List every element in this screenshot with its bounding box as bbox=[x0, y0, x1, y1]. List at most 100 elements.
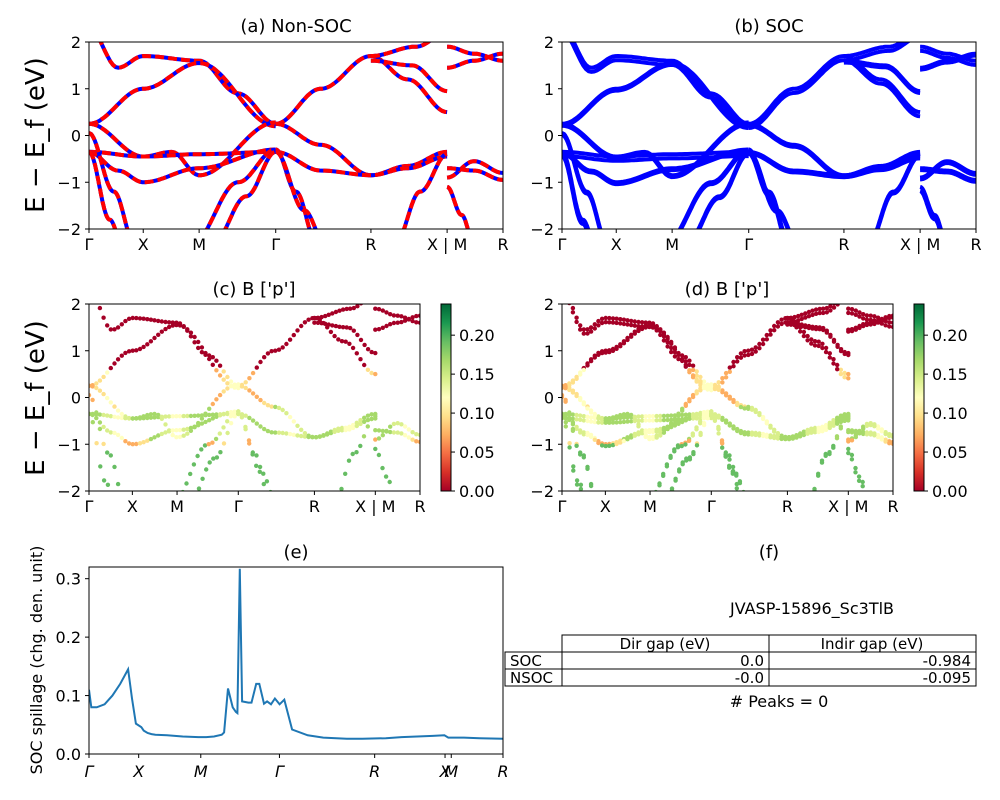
band-weight-point bbox=[614, 346, 619, 351]
band-weight-point bbox=[243, 424, 248, 430]
band-weight-point bbox=[387, 479, 392, 485]
band-weight-point bbox=[181, 433, 186, 438]
band-weight-point bbox=[380, 465, 385, 471]
band-weight-point bbox=[207, 412, 212, 418]
band-weight-point bbox=[812, 430, 818, 435]
nsoc-band-line bbox=[447, 44, 503, 63]
band-weight-point bbox=[362, 415, 367, 420]
band-weight-point bbox=[358, 304, 364, 306]
band-weight-point bbox=[346, 458, 352, 463]
band-weight-point bbox=[779, 321, 784, 327]
band-weight-point bbox=[105, 428, 110, 433]
band-weight-point bbox=[676, 421, 681, 426]
band-weight-point bbox=[796, 318, 801, 323]
band-weight-point bbox=[657, 483, 662, 488]
band-weight-point bbox=[273, 348, 278, 353]
band-weight-point bbox=[101, 441, 106, 447]
band-weight-point bbox=[97, 412, 103, 417]
band-weight-point bbox=[636, 414, 641, 419]
band-weight-point bbox=[676, 356, 681, 362]
x-tick-label-c: Γ bbox=[85, 497, 94, 516]
soc-band-line bbox=[748, 151, 790, 229]
band-weight-point bbox=[369, 416, 374, 422]
band-weight-point bbox=[243, 385, 248, 391]
nsoc-band-line bbox=[89, 149, 276, 159]
x-tick-label-d: X bbox=[600, 497, 611, 516]
band-weight-point bbox=[647, 324, 652, 330]
band-weight-point bbox=[698, 374, 703, 380]
y-tick-label-d: 0 bbox=[544, 389, 554, 408]
band-weight-point bbox=[588, 329, 594, 334]
x-tick-label-c: Γ bbox=[234, 497, 243, 516]
x-tick-label-c: X | M bbox=[355, 497, 395, 516]
band-weight-point bbox=[883, 431, 888, 437]
band-weight-point bbox=[291, 419, 296, 424]
band-weight-point bbox=[578, 372, 583, 377]
colorbar-tick-label-c: 0.20 bbox=[459, 326, 495, 345]
band-weight-point bbox=[788, 322, 794, 327]
colorbar-tick-label-c: 0.15 bbox=[459, 365, 495, 384]
band-weight-point bbox=[247, 376, 252, 381]
band-weight-point bbox=[337, 308, 342, 313]
band-weight-point bbox=[152, 335, 157, 341]
band-weight-point bbox=[578, 323, 583, 328]
soc-band-line bbox=[89, 60, 276, 129]
band-weight-point bbox=[599, 420, 605, 425]
band-weight-point bbox=[690, 367, 696, 373]
band-weight-point bbox=[217, 392, 223, 398]
x-tick-label-e: X bbox=[132, 762, 145, 781]
band-weight-point bbox=[607, 416, 612, 421]
nsoc-band-line bbox=[275, 121, 448, 178]
band-weight-point bbox=[879, 321, 884, 326]
band-weight-point bbox=[680, 462, 685, 467]
band-weight-point bbox=[665, 417, 670, 423]
band-weight-point bbox=[97, 378, 103, 383]
panel-e-frame bbox=[88, 566, 504, 755]
band-weight-point bbox=[798, 329, 803, 334]
band-weight-point bbox=[207, 406, 212, 411]
y-tick-label-d: −2 bbox=[530, 482, 554, 501]
band-weight-point bbox=[831, 357, 836, 362]
band-weight-point bbox=[809, 337, 814, 342]
info-table: JVASP-15896_Sc3TlB Dir gap (eV) Indir ga… bbox=[504, 599, 977, 711]
band-weight-point bbox=[683, 412, 688, 417]
band-weight-point bbox=[680, 412, 685, 418]
y-tick-label-d: 1 bbox=[544, 342, 554, 361]
band-weight-point bbox=[621, 438, 627, 444]
x-tick-label-b: R bbox=[970, 235, 981, 254]
band-weight-point bbox=[669, 413, 674, 418]
band-weight-point bbox=[181, 427, 186, 432]
band-weight-point bbox=[669, 488, 675, 491]
band-weight-point bbox=[625, 437, 630, 442]
nsoc-band-line bbox=[223, 149, 276, 229]
band-weight-point bbox=[720, 445, 725, 450]
band-weight-point bbox=[399, 314, 404, 319]
band-weight-point bbox=[821, 306, 826, 311]
band-weight-point bbox=[738, 355, 744, 360]
band-weight-point bbox=[185, 426, 190, 432]
x-tick-label-e: R bbox=[369, 762, 380, 781]
band-weight-point bbox=[196, 339, 201, 345]
band-weight-point bbox=[383, 474, 389, 479]
band-weight-point bbox=[716, 380, 721, 385]
panel-f-title: (f) bbox=[759, 542, 779, 563]
y-tick-label-e: 0.0 bbox=[56, 745, 81, 764]
band-weight-point bbox=[101, 478, 107, 483]
band-weight-point bbox=[265, 351, 271, 356]
band-weight-point bbox=[258, 397, 263, 403]
band-weight-point bbox=[599, 443, 605, 448]
band-weight-point bbox=[691, 451, 696, 457]
band-weight-point bbox=[875, 426, 881, 431]
band-weight-point bbox=[735, 355, 740, 360]
band-weight-point bbox=[123, 416, 128, 421]
band-weight-point bbox=[872, 321, 877, 327]
band-weight-point bbox=[742, 353, 747, 358]
soc-band-line bbox=[89, 120, 276, 178]
band-weight-point bbox=[798, 434, 803, 439]
band-weight-point bbox=[701, 385, 707, 391]
band-weight-point bbox=[391, 320, 397, 326]
band-weight-point bbox=[749, 347, 755, 352]
nsoc-band-line bbox=[370, 58, 448, 94]
band-weight-point bbox=[188, 425, 194, 431]
band-weight-point bbox=[302, 320, 308, 325]
